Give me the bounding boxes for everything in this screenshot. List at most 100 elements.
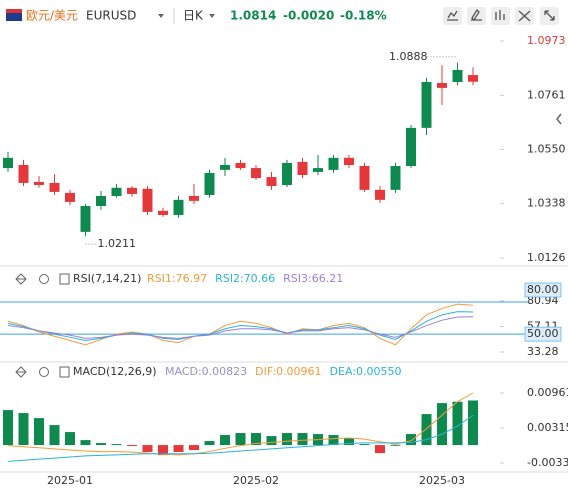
candle-body: [96, 196, 106, 206]
last-price: 1.0814: [230, 9, 276, 23]
candle-body: [313, 168, 323, 172]
y-tick-label: 0.00315: [527, 421, 568, 434]
level-label: 50.00: [527, 327, 559, 340]
y-tick-label: -0.00331: [527, 456, 568, 469]
macd-bar: [359, 444, 370, 446]
fullscreen-icon[interactable]: [544, 10, 555, 21]
candle-body: [18, 165, 29, 183]
bars-icon[interactable]: [495, 10, 505, 20]
dropdown-caret[interactable]: [158, 14, 164, 18]
y-tick-label: 1.0973: [527, 34, 566, 47]
level-label-box: [524, 326, 562, 342]
candle-body: [3, 157, 13, 169]
macd-title: MACD(12,26,9): [73, 365, 157, 378]
collapse-arrow[interactable]: [556, 113, 562, 125]
collapse-icon[interactable]: [15, 273, 27, 285]
candle-body: [235, 162, 246, 169]
tool-button[interactable]: [443, 7, 462, 25]
candle-body: [421, 81, 432, 128]
y-tick-label: 0.00961: [527, 386, 568, 399]
candle-body: [359, 166, 370, 190]
price-change-pct: -0.18%: [340, 9, 387, 23]
macd-bar: [18, 413, 29, 446]
indicator-line: [7, 414, 474, 462]
macd-bar: [452, 401, 463, 446]
candle-body: [49, 182, 60, 192]
macd-bar: [235, 433, 246, 446]
legend-entry: DIF:0.00961: [255, 365, 321, 378]
x-tick-label: 2025-01: [47, 474, 93, 487]
rsi-title: RSI(7,14,21): [73, 272, 141, 285]
macd-bar: [282, 433, 292, 446]
candle-body: [142, 188, 153, 212]
candle-body: [468, 75, 478, 82]
toolbar: 欧元/美元 EURUSD 日K 1.0814 -0.0020 -0.18%: [6, 7, 559, 25]
dropdown-caret[interactable]: [209, 14, 215, 18]
legend-entry: RSI3:66.21: [283, 272, 343, 285]
macd-bar: [406, 434, 416, 446]
symbol[interactable]: EURUSD: [86, 9, 136, 23]
candle-body: [375, 189, 385, 200]
macd-bar: [437, 403, 447, 446]
settings-icon[interactable]: [518, 10, 531, 22]
candle-body: [344, 157, 354, 165]
candle-body: [390, 166, 401, 190]
y-tick-label: 1.0126: [527, 251, 566, 264]
macd-bar: [421, 414, 432, 446]
candle-body: [282, 162, 292, 185]
y-tick-label: 1.0338: [527, 197, 566, 210]
macd-bar: [34, 418, 44, 446]
macd-bar: [127, 445, 137, 447]
candle-body: [111, 187, 122, 196]
level-label-box: [524, 282, 562, 298]
macd-bar: [49, 425, 60, 446]
candle-body: [204, 172, 215, 195]
y-tick-label: 1.0761: [527, 88, 566, 101]
candle-body: [251, 168, 261, 179]
legend-entry: RSI1:76.97: [147, 272, 207, 285]
candle-body: [297, 161, 308, 175]
macd-bar: [65, 432, 75, 446]
x-tick-label: 2025-02: [233, 474, 279, 487]
macd-bar: [266, 436, 277, 446]
macd-bar: [3, 410, 13, 446]
macd-bar: [158, 445, 168, 456]
settings-icon[interactable]: [39, 274, 49, 284]
indicator-line: [7, 316, 474, 339]
period[interactable]: 日K: [183, 9, 204, 23]
macd-bar: [189, 445, 199, 451]
indicator-icon[interactable]: [447, 10, 458, 21]
candle-body: [158, 210, 168, 215]
candle-body: [406, 127, 416, 167]
pair-name[interactable]: 欧元/美元: [26, 9, 78, 23]
x-tick-label: 2025-03: [419, 474, 465, 487]
macd-bar: [220, 435, 230, 446]
settings-icon[interactable]: [39, 367, 49, 377]
candle-body: [220, 165, 230, 170]
macd-bar: [375, 445, 385, 454]
macd-bar: [173, 445, 184, 453]
legend-entry: RSI2:70.66: [215, 272, 275, 285]
candle-body: [173, 199, 184, 215]
macd-bar: [468, 400, 478, 446]
close-icon[interactable]: [59, 273, 70, 285]
candle-body: [65, 192, 75, 202]
macd-bar: [390, 444, 401, 446]
close-icon[interactable]: [59, 366, 70, 378]
legend-entry: MACD:0.00823: [165, 365, 247, 378]
y-tick-label: 1.0550: [527, 142, 566, 155]
annotation-label: 1.0888: [389, 50, 428, 63]
macd-bar: [328, 435, 339, 446]
collapse-icon[interactable]: [15, 366, 27, 378]
indicator-line: [7, 311, 474, 342]
candle-body: [80, 205, 91, 232]
draw-icon[interactable]: [471, 8, 482, 22]
macd-bar: [142, 445, 153, 453]
candle-body: [189, 196, 199, 201]
macd-bar: [251, 433, 261, 446]
macd-bar: [80, 440, 91, 446]
candle-body: [34, 181, 44, 185]
candle-body: [452, 69, 463, 82]
indicator-line: [7, 392, 474, 456]
